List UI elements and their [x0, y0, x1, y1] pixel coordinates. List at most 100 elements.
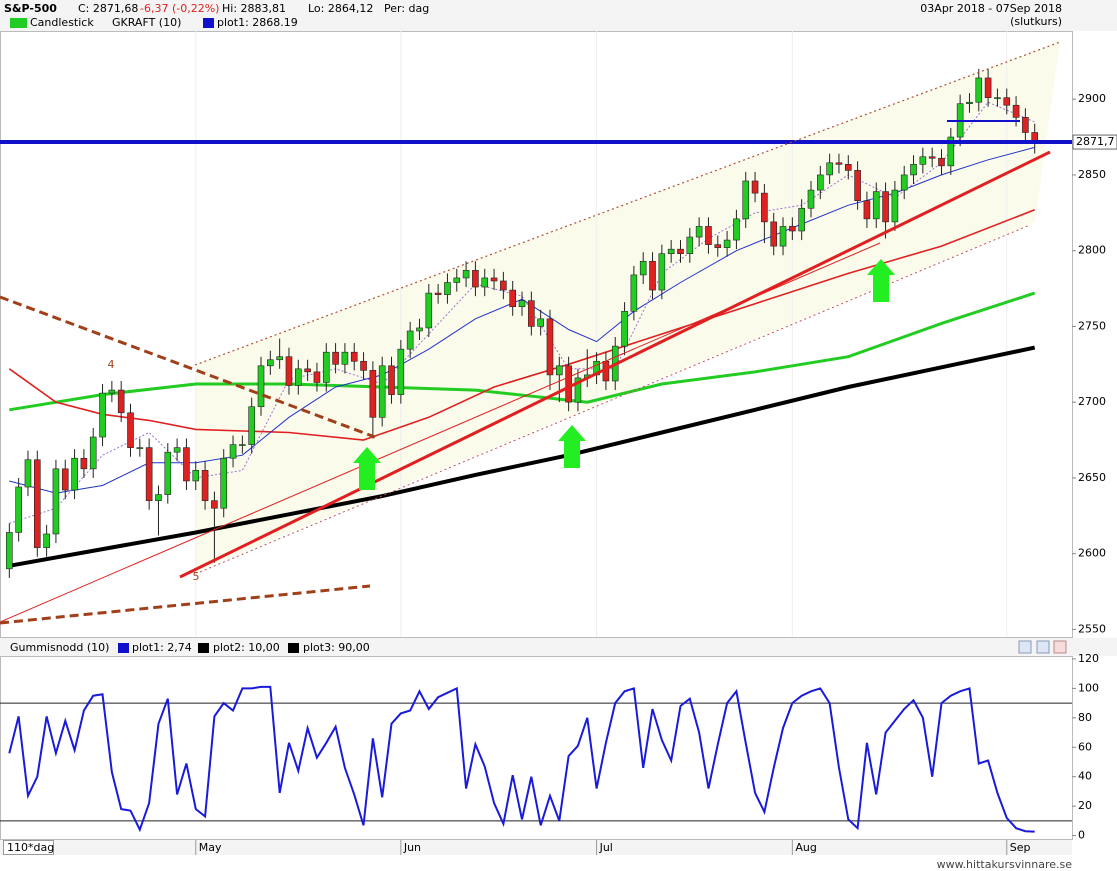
base-dashed — [0, 584, 371, 625]
legend-swatch — [118, 643, 129, 653]
osc-title: Gummisnodd (10) — [10, 641, 109, 654]
candle-body — [798, 207, 805, 232]
change: -6,37 (-0,22%) — [140, 2, 219, 15]
candle-body — [1003, 97, 1011, 106]
y-tick-label: 40 — [1078, 770, 1092, 783]
icon-button[interactable] — [1018, 640, 1032, 654]
candle-body — [667, 248, 675, 255]
candle-body — [938, 157, 945, 167]
last-price-label: 2871,7 — [1076, 135, 1115, 148]
legend-swatch — [10, 18, 27, 28]
legend-swatch — [198, 643, 209, 653]
osc-header-bg — [0, 638, 1117, 656]
candle-body — [453, 277, 461, 283]
legend-entry[interactable]: plot1: 2868.19 — [217, 16, 298, 29]
candle-body — [248, 406, 255, 445]
arrow — [353, 447, 381, 490]
candle-body — [192, 470, 200, 482]
candle-body — [1022, 117, 1029, 133]
x-tick-label: May — [199, 841, 222, 854]
x-axis-bg — [0, 840, 1072, 855]
candle-body — [24, 459, 32, 488]
candle-body — [52, 468, 60, 535]
candle-body — [500, 280, 507, 291]
candle-body — [714, 244, 722, 248]
x-tick-label: Aug — [795, 841, 816, 854]
y-tick-label: 60 — [1078, 740, 1092, 753]
candle-body — [751, 180, 759, 194]
candle-body — [285, 356, 293, 386]
legend-entry[interactable]: plot3: 90,00 — [303, 641, 370, 654]
candle-body — [155, 494, 162, 501]
candle-body — [99, 392, 106, 438]
price-type: (slutkurs) — [1010, 15, 1062, 28]
legend-entry[interactable]: plot1: 2,74 — [132, 641, 192, 654]
candle-body — [360, 360, 367, 371]
resistance-dashed — [0, 295, 376, 439]
y-tick-label: 2550 — [1078, 622, 1106, 635]
y-tick-label: 2800 — [1078, 244, 1106, 257]
candle-body — [984, 77, 992, 98]
moving-average — [8, 345, 1036, 568]
candle-body — [528, 300, 535, 327]
candle-body — [481, 277, 489, 288]
candle-body — [910, 164, 917, 176]
last-price-box — [1072, 134, 1117, 150]
moving-average — [9, 291, 1036, 412]
high: Hi: 2883,81 — [222, 2, 286, 15]
candle-body — [201, 470, 209, 501]
candle-body — [416, 327, 423, 332]
candle-body — [565, 365, 572, 403]
candle-body — [136, 447, 144, 449]
candle-body — [509, 289, 516, 308]
candle-body — [695, 226, 703, 238]
candle-body — [1012, 104, 1020, 118]
candle-body — [304, 368, 311, 373]
candle-body — [630, 274, 638, 312]
candle-body — [518, 300, 526, 308]
y-tick-label: 0 — [1078, 829, 1085, 842]
channel-upper — [194, 41, 1061, 366]
candle-body — [257, 365, 265, 408]
candle-body — [770, 221, 778, 247]
icon-button[interactable] — [1053, 640, 1067, 654]
osc-panel — [0, 656, 1073, 840]
candle-body — [621, 310, 628, 347]
legend-entry[interactable]: Candlestick — [30, 16, 94, 29]
legend-swatch — [203, 18, 214, 28]
candle-body — [350, 351, 358, 362]
candle-body — [975, 77, 983, 103]
period: Per: dag — [384, 2, 429, 15]
legend-entry[interactable]: plot2: 10,00 — [213, 641, 280, 654]
candle-body — [472, 270, 479, 288]
candle-body — [677, 248, 684, 255]
candle-body — [378, 365, 386, 418]
y-tick-label: 2750 — [1078, 319, 1106, 332]
y-tick-label: 2700 — [1078, 395, 1106, 408]
candle-body — [546, 318, 554, 376]
candle-body — [397, 348, 405, 395]
candle-body — [183, 447, 190, 482]
legend-entry[interactable]: GKRAFT (10) — [112, 16, 181, 29]
candle-body — [15, 486, 22, 533]
candle-body — [919, 156, 927, 165]
symbol: S&P-500 — [4, 2, 57, 15]
candle-body — [658, 253, 666, 291]
candle-body — [276, 356, 283, 361]
wave-label: 5 — [193, 570, 200, 583]
candle-body — [80, 457, 88, 470]
candle-body — [705, 226, 712, 245]
candle-body — [332, 351, 339, 365]
candle-body — [434, 292, 442, 295]
close: C: 2871,68 — [78, 2, 138, 15]
osc-layer: 0 20 40 60 80 100 120 — [0, 652, 1099, 842]
candle-body — [388, 365, 395, 395]
x-tick-label: Sep — [1010, 841, 1031, 854]
icon-button[interactable] — [1036, 640, 1050, 654]
oscillator-line — [8, 685, 1035, 833]
candle-body — [61, 468, 69, 491]
candle-body — [294, 368, 302, 386]
candle-body — [173, 447, 181, 453]
arrows — [353, 259, 895, 490]
candle-body — [639, 260, 647, 276]
